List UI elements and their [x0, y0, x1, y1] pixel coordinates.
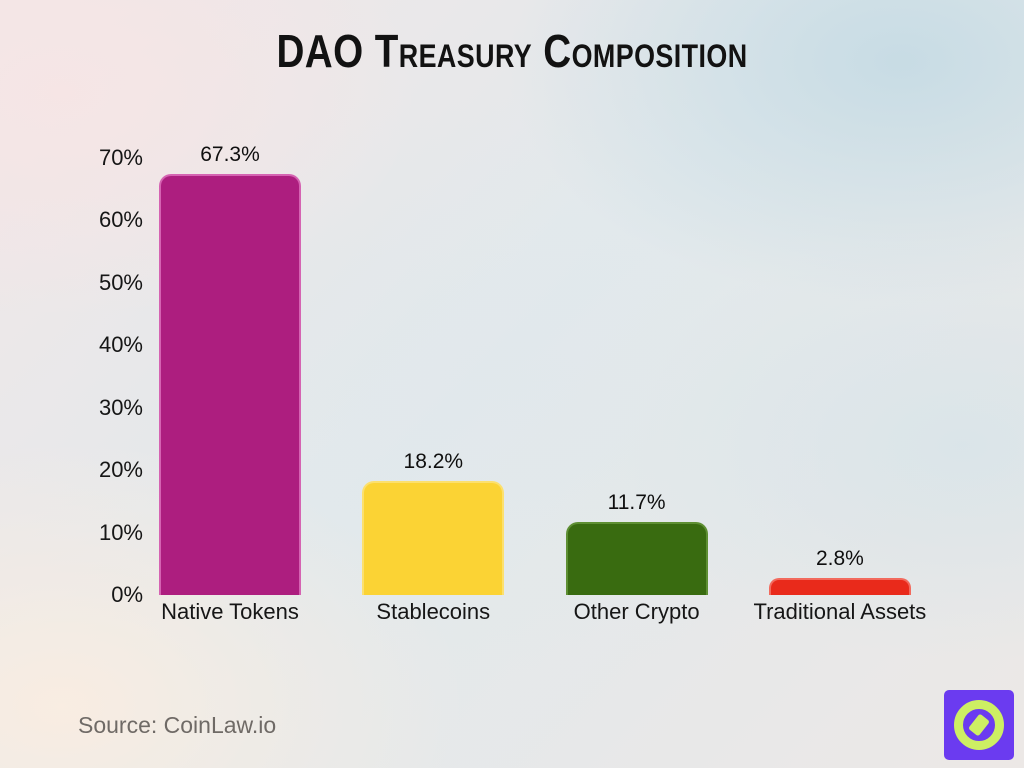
value-label-stablecoins: 18.2% — [403, 450, 464, 474]
category-label-traditional-assets: Traditional Assets — [753, 599, 927, 624]
value-label-other-crypto: 11.7% — [607, 490, 666, 514]
y-tick-label: 20% — [98, 457, 143, 482]
category-label-stablecoins: Stablecoins — [376, 599, 491, 624]
bar-traditional-assets — [768, 577, 911, 595]
y-tick-label: 40% — [98, 332, 143, 357]
y-tick-label: 0% — [111, 582, 143, 607]
y-axis: 0% 10% 20% 30% 40% 50% 60% 70% — [63, 0, 145, 768]
y-tick-label: 70% — [98, 144, 143, 170]
y-tick-label: 50% — [98, 269, 143, 295]
y-tick-label: 30% — [98, 394, 143, 420]
coinlaw-logo — [944, 690, 1014, 760]
chart-title: DAO Treasury Composition — [276, 25, 748, 77]
value-label-native-tokens: 67.3% — [200, 143, 260, 167]
y-tick-label: 60% — [98, 207, 143, 232]
value-label-traditional-assets: 2.8% — [815, 546, 864, 570]
category-label-other-crypto: Other Crypto — [573, 599, 700, 624]
source-credit: Source: CoinLaw.io — [78, 712, 277, 738]
bar-native-tokens — [159, 174, 301, 595]
category-label-native-tokens: Native Tokens — [161, 599, 299, 624]
compass-icon — [944, 690, 1014, 760]
bar-other-crypto — [565, 521, 708, 595]
y-tick-label: 10% — [98, 519, 143, 545]
bar-stablecoins — [362, 481, 505, 595]
